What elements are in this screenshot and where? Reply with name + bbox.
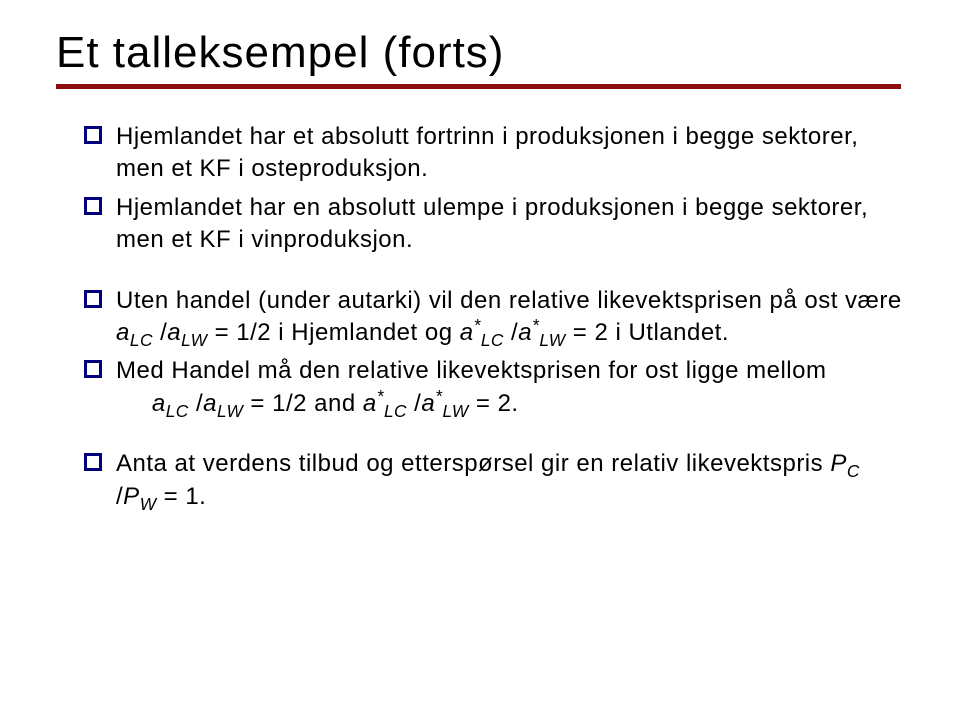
bullet-text: Med Handel må den relative likevektspris… [116,355,903,420]
bullet-item: Hjemlandet har en absolutt ulempe i prod… [84,192,903,257]
bullet-text: Hjemlandet har et absolutt fortrinn i pr… [116,121,903,186]
bullet-block: Anta at verdens tilbud og etterspørsel g… [84,448,903,513]
bullet-item: Hjemlandet har et absolutt fortrinn i pr… [84,121,903,186]
bullet-text: Anta at verdens tilbud og etterspørsel g… [116,448,903,513]
slide-title: Et talleksempel (forts) [56,28,903,78]
square-bullet-icon [84,290,102,308]
square-bullet-icon [84,126,102,144]
square-bullet-icon [84,453,102,471]
square-bullet-icon [84,197,102,215]
slide: Et talleksempel (forts) Hjemlandet har e… [0,0,959,717]
slide-body: Hjemlandet har et absolutt fortrinn i pr… [56,121,903,513]
bullet-text: Hjemlandet har en absolutt ulempe i prod… [116,192,903,257]
title-underline [56,84,901,89]
bullet-block: Hjemlandet har et absolutt fortrinn i pr… [84,121,903,257]
bullet-item: Med Handel må den relative likevektspris… [84,355,903,420]
square-bullet-icon [84,360,102,378]
bullet-text: Uten handel (under autarki) vil den rela… [116,285,903,350]
bullet-block: Uten handel (under autarki) vil den rela… [84,285,903,421]
bullet-item: Anta at verdens tilbud og etterspørsel g… [84,448,903,513]
bullet-item: Uten handel (under autarki) vil den rela… [84,285,903,350]
